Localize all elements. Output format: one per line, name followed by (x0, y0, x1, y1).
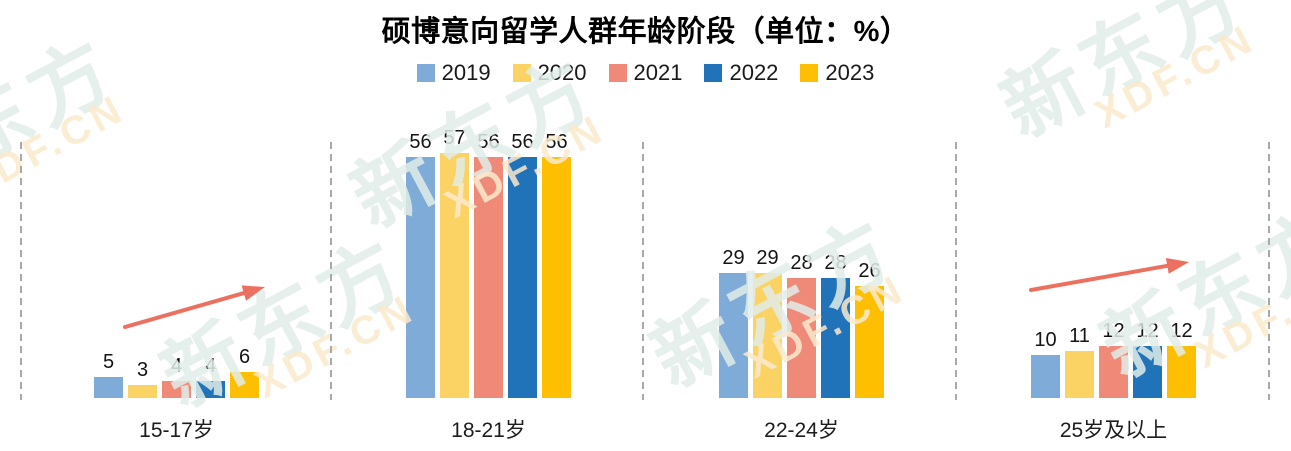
bar-item: 28 (821, 252, 850, 398)
category-label: 25岁及以上 (1059, 419, 1168, 442)
bar-value-label: 56 (545, 131, 568, 154)
bar-item: 29 (753, 247, 782, 398)
legend-item-2022: 2022 (704, 60, 778, 86)
category-label: 22-24岁 (764, 419, 839, 442)
bar (406, 157, 435, 398)
bar-value-label: 12 (1102, 320, 1125, 343)
bar-item: 12 (1133, 320, 1162, 398)
bar-item: 10 (1031, 329, 1060, 398)
bar (94, 376, 123, 398)
bar-value-label: 12 (1170, 320, 1193, 343)
bar-value-label: 56 (477, 131, 500, 154)
bar-value-label: 4 (204, 354, 217, 377)
bar-group: 5 3 4 4 6 15-17岁 (94, 110, 259, 442)
legend-swatch (608, 64, 627, 82)
legend: 2019 2020 2021 2022 2023 (0, 60, 1291, 86)
bar-item: 3 (128, 359, 157, 398)
bar-value-label: 6 (238, 346, 251, 369)
legend-label: 2022 (729, 60, 779, 85)
bar-value-label: 29 (756, 247, 779, 270)
bar (230, 372, 259, 398)
bar-item: 56 (542, 131, 571, 398)
bar-value-label: 11 (1069, 324, 1090, 347)
bar-value-label: 5 (102, 350, 115, 373)
bar-item: 4 (162, 355, 191, 398)
bar (542, 157, 571, 398)
bar (1065, 350, 1094, 398)
bar (821, 277, 850, 398)
legend-swatch (800, 64, 819, 82)
category-label: 15-17岁 (139, 419, 214, 442)
legend-label: 2023 (825, 60, 875, 85)
bar-item: 56 (406, 131, 435, 398)
bar-item: 56 (474, 131, 503, 398)
bar (855, 286, 884, 398)
bar-value-label: 26 (858, 260, 881, 283)
bar-value-label: 4 (170, 354, 183, 377)
legend-item-2020: 2020 (512, 60, 587, 86)
bar-value-label: 56 (511, 131, 534, 154)
bar (128, 385, 157, 398)
bar-item: 26 (855, 260, 884, 398)
legend-item-2019: 2019 (416, 60, 491, 86)
legend-label: 2019 (441, 60, 491, 85)
bar-item: 4 (196, 355, 225, 398)
legend-label: 2021 (633, 60, 683, 85)
bar (508, 157, 537, 398)
watermark-brand-text: 新东方 (1128, 0, 1291, 4)
chart-title: 硕博意向留学人群年龄阶段（单位：%） (381, 16, 910, 48)
bar-group: 10 11 12 12 12 25岁及以上 (1031, 110, 1196, 442)
bar-group: 29 29 28 28 26 22-24岁 (719, 110, 884, 442)
bar-value-label: 28 (824, 251, 847, 274)
bar (1133, 346, 1162, 398)
bar (440, 152, 469, 398)
legend-item-2021: 2021 (608, 60, 683, 86)
bar-group: 56 57 56 56 56 18-21岁 (406, 110, 571, 442)
bar (1099, 346, 1128, 398)
bar-value-label: 10 (1034, 329, 1057, 351)
bar-value-label: 12 (1136, 320, 1159, 343)
bar-item: 12 (1099, 320, 1128, 398)
bar-item: 29 (719, 247, 748, 398)
bar (787, 277, 816, 398)
bar-item: 12 (1167, 320, 1196, 398)
bar-item: 11 (1065, 325, 1094, 398)
bar (196, 380, 225, 398)
bar-item: 56 (508, 131, 537, 398)
watermark-domain-text: XDF.CN (247, 286, 423, 407)
bar-item: 57 (440, 127, 469, 398)
bar-value-label: 29 (722, 247, 745, 270)
bar (1167, 346, 1196, 398)
legend-label: 2020 (537, 60, 587, 85)
bar-value-label: 56 (409, 131, 432, 154)
bar-item: 6 (230, 346, 259, 398)
bar-item: 5 (94, 350, 123, 398)
bar-item: 28 (787, 252, 816, 398)
bar-value-label: 3 (136, 359, 149, 382)
bar (1031, 355, 1060, 398)
legend-swatch (704, 64, 723, 82)
bar (162, 380, 191, 398)
bar-value-label: 28 (790, 251, 813, 274)
category-label: 18-21岁 (451, 419, 526, 442)
legend-swatch (512, 64, 531, 82)
legend-item-2023: 2023 (800, 60, 874, 86)
legend-swatch (416, 64, 435, 82)
bar (719, 273, 748, 398)
bar (474, 157, 503, 398)
bar-value-label: 57 (443, 126, 466, 149)
watermark-domain-text: XDF.CN (1187, 256, 1291, 377)
bar (753, 273, 782, 398)
